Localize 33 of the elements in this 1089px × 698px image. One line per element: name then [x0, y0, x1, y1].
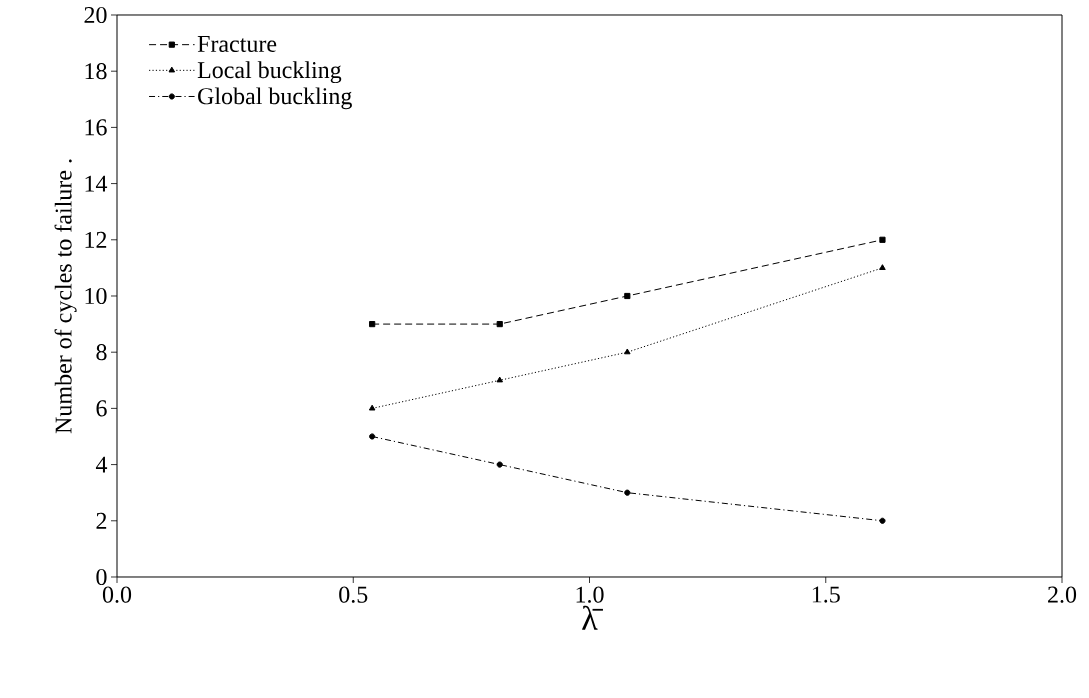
y-tick-label: 16: [85, 119, 107, 136]
x-tick-label: 1.5: [812, 586, 840, 603]
point: [496, 376, 503, 383]
point: [624, 292, 631, 300]
legend-label: Local buckling: [197, 61, 342, 84]
x-axis-title: λ̄: [582, 605, 603, 630]
x-tick-label: 1.0: [576, 586, 604, 603]
legend-label: Fracture: [197, 36, 277, 52]
y-tick-label: 4: [95, 456, 108, 473]
y-tick-label: 8: [96, 344, 107, 361]
point: [879, 517, 886, 524]
y-tick-label: 12: [85, 231, 107, 248]
y-tick-label: 2: [96, 512, 107, 529]
point: [496, 320, 503, 328]
x-tick-label: 0.0: [102, 586, 132, 603]
y-tick-label: 18: [85, 63, 107, 80]
point: [879, 236, 886, 243]
y-axis-title: Number of cycles to failure .: [54, 159, 77, 434]
legend-label: Global buckling: [198, 87, 352, 110]
y-tick-label: 0: [96, 568, 107, 586]
point: [496, 461, 503, 468]
y-tick-label: 14: [85, 175, 108, 192]
point: [369, 433, 376, 440]
y-tick-label: 10: [85, 287, 107, 305]
x-tick-label: 2.0: [1048, 586, 1077, 603]
point: [879, 264, 886, 270]
point: [369, 320, 376, 328]
x-tick-label: 0.5: [339, 586, 368, 603]
point: [624, 348, 631, 355]
y-tick-label: 6: [96, 400, 107, 417]
point: [368, 404, 376, 411]
y-tick-label: 20: [84, 6, 107, 24]
point: [624, 489, 631, 496]
